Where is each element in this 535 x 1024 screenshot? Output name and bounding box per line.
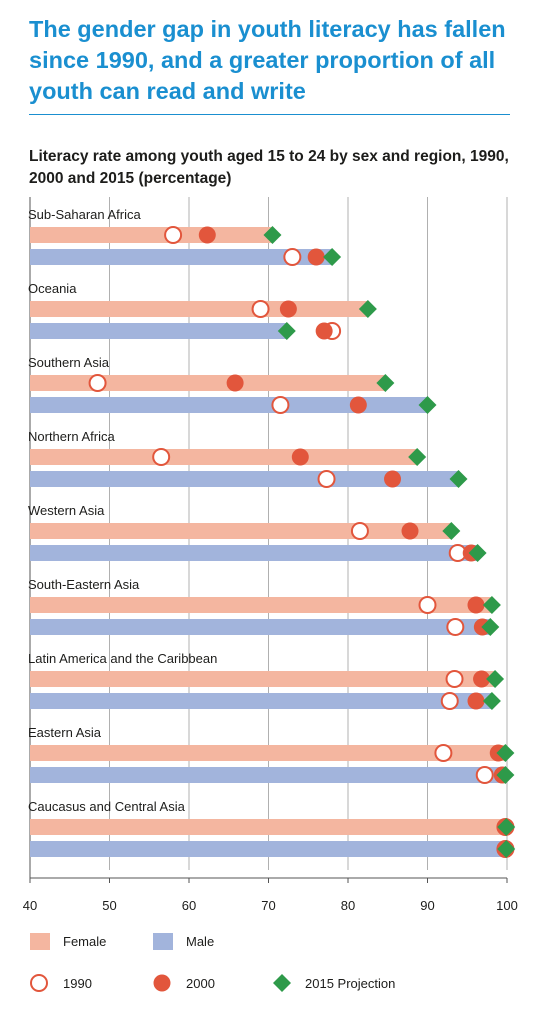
marker-2015: [496, 744, 515, 762]
marker-2000: [315, 322, 333, 340]
bar-female: [30, 227, 273, 243]
bar-male: [30, 249, 333, 265]
bar-male: [30, 767, 506, 783]
bar-male: [30, 323, 287, 339]
marker-1990: [446, 618, 465, 636]
bar-female: [30, 449, 418, 465]
headline-rule: [29, 114, 510, 115]
bar-male: [30, 545, 478, 561]
legend-2015-marker: [273, 974, 291, 992]
legend-1990-label: 1990: [63, 976, 92, 991]
x-tick-label: 90: [420, 898, 434, 913]
marker-2000: [384, 470, 402, 488]
legend-male-label: Male: [186, 934, 214, 949]
region-label: Eastern Asia: [28, 725, 102, 740]
marker-2015: [481, 618, 500, 636]
marker-2015: [497, 840, 516, 858]
marker-2000: [401, 522, 419, 540]
legend-female-swatch: [30, 933, 50, 950]
marker-2015: [408, 448, 427, 466]
marker-2015: [468, 544, 487, 562]
marker-2000: [467, 596, 485, 614]
bar-female: [30, 301, 368, 317]
region-label: Caucasus and Central Asia: [28, 799, 186, 814]
marker-1990: [271, 396, 290, 414]
region-label: Northern Africa: [28, 429, 115, 444]
bar-male: [30, 397, 428, 413]
x-tick-label: 50: [102, 898, 116, 913]
bar-male: [30, 619, 491, 635]
region-label: Latin America and the Caribbean: [28, 651, 217, 666]
marker-1990: [475, 766, 494, 784]
marker-1990: [88, 374, 107, 392]
marker-2000: [291, 448, 309, 466]
x-tick-label: 40: [23, 898, 37, 913]
marker-1990: [317, 470, 336, 488]
marker-2015: [482, 692, 501, 710]
marker-2000: [467, 692, 485, 710]
marker-1990: [434, 744, 453, 762]
legend-2000-label: 2000: [186, 976, 215, 991]
bar-female: [30, 597, 492, 613]
marker-2000: [307, 248, 325, 266]
chart-title: Literacy rate among youth aged 15 to 24 …: [29, 148, 509, 187]
region-label: South-Eastern Asia: [28, 577, 140, 592]
marker-1990: [350, 522, 369, 540]
marker-2015: [442, 522, 461, 540]
marker-1990: [445, 670, 464, 688]
marker-1990: [251, 300, 270, 318]
bar-female: [30, 523, 452, 539]
marker-2000: [198, 226, 216, 244]
marker-1990: [164, 226, 183, 244]
marker-2015: [486, 670, 505, 688]
marker-1990: [418, 596, 437, 614]
marker-2015: [376, 374, 395, 392]
marker-2000: [279, 300, 297, 318]
bar-male: [30, 471, 459, 487]
marker-2015: [263, 226, 282, 244]
region-label: Oceania: [28, 281, 77, 296]
marker-2015: [496, 766, 515, 784]
marker-1990: [283, 248, 302, 266]
marker-2015: [323, 248, 342, 266]
legend-2000-marker: [153, 974, 171, 992]
marker-2015: [358, 300, 377, 318]
legend-1990-marker: [30, 974, 48, 992]
marker-1990: [440, 692, 459, 710]
marker-2015: [497, 818, 516, 836]
x-tick-label: 60: [182, 898, 196, 913]
bar-female: [30, 819, 507, 835]
region-label: Southern Asia: [28, 355, 110, 370]
headline: The gender gap in youth literacy has fal…: [29, 16, 506, 104]
region-label: Western Asia: [28, 503, 105, 518]
marker-2015: [418, 396, 437, 414]
bar-male: [30, 841, 507, 857]
marker-2000: [226, 374, 244, 392]
bar-male: [30, 693, 492, 709]
bar-female: [30, 745, 506, 761]
marker-1990: [152, 448, 171, 466]
legend-male-swatch: [153, 933, 173, 950]
marker-2015: [449, 470, 468, 488]
region-label: Sub-Saharan Africa: [28, 207, 142, 222]
x-tick-label: 80: [341, 898, 355, 913]
marker-2015: [482, 596, 501, 614]
x-tick-label: 100: [496, 898, 518, 913]
legend-2015-label: 2015 Projection: [305, 976, 395, 991]
legend-female-label: Female: [63, 934, 106, 949]
marker-2000: [473, 670, 491, 688]
bar-female: [30, 375, 386, 391]
x-tick-label: 70: [261, 898, 275, 913]
marker-2015: [277, 322, 296, 340]
bar-female: [30, 671, 496, 687]
marker-2000: [349, 396, 367, 414]
